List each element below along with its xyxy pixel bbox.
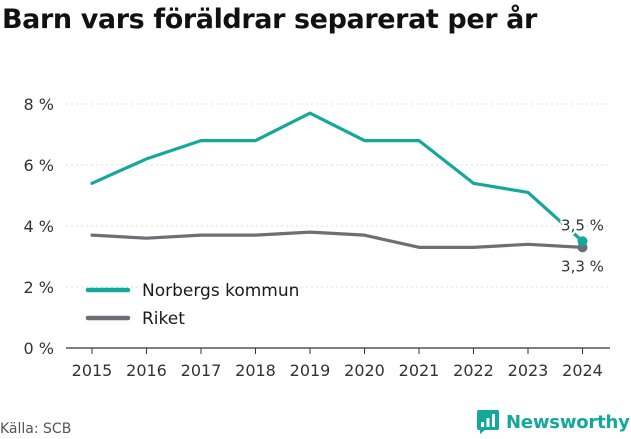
x-tick-label: 2019 bbox=[290, 361, 331, 380]
grid-lines bbox=[66, 103, 610, 288]
x-tick-label: 2015 bbox=[72, 361, 113, 380]
source-note: Källa: SCB bbox=[0, 421, 72, 437]
y-tick-label: 2 % bbox=[24, 278, 54, 297]
y-tick-label: 4 % bbox=[24, 217, 54, 236]
x-tick-label: 2021 bbox=[399, 361, 440, 380]
x-tick-label: 2020 bbox=[344, 361, 385, 380]
legend-label: Norbergs kommun bbox=[142, 281, 299, 301]
chart-title: Barn vars föräldrar separerat per år bbox=[2, 4, 537, 35]
y-tick-label: 6 % bbox=[24, 156, 54, 175]
y-tick-label: 0 % bbox=[24, 339, 54, 358]
x-axis: 2015 2016 2017 2018 2019 2020 2021 2022 2023 2024 bbox=[66, 347, 610, 380]
series-line-norbergs-kommun bbox=[90, 111, 585, 243]
x-tick-label: 2024 bbox=[562, 361, 603, 380]
series-lines bbox=[90, 111, 588, 253]
y-axis: 0 % 2 % 4 % 6 % 8 % bbox=[24, 95, 54, 358]
x-tick-label: 2023 bbox=[508, 361, 549, 380]
x-tick-label: 2018 bbox=[235, 361, 276, 380]
end-point-norbergs-kommun bbox=[577, 236, 588, 247]
x-tick-label: 2022 bbox=[453, 361, 494, 380]
legend-label: Riket bbox=[142, 309, 185, 329]
brand-name: Newsworthy bbox=[506, 411, 630, 433]
y-tick-label: 8 % bbox=[24, 95, 54, 114]
end-label: 3,3 % bbox=[561, 257, 604, 275]
legend: Norbergs kommun Riket bbox=[85, 281, 299, 329]
brand-logo[interactable]: Newsworthy bbox=[476, 408, 630, 436]
x-tick-label: 2017 bbox=[181, 361, 222, 380]
series-line-riket bbox=[90, 230, 585, 249]
end-label: 3,5 % bbox=[561, 216, 604, 234]
end-labels: 3,5 % 3,3 % bbox=[559, 214, 606, 277]
x-tick-label: 2016 bbox=[126, 361, 167, 380]
chart-bubble-icon bbox=[477, 410, 499, 434]
